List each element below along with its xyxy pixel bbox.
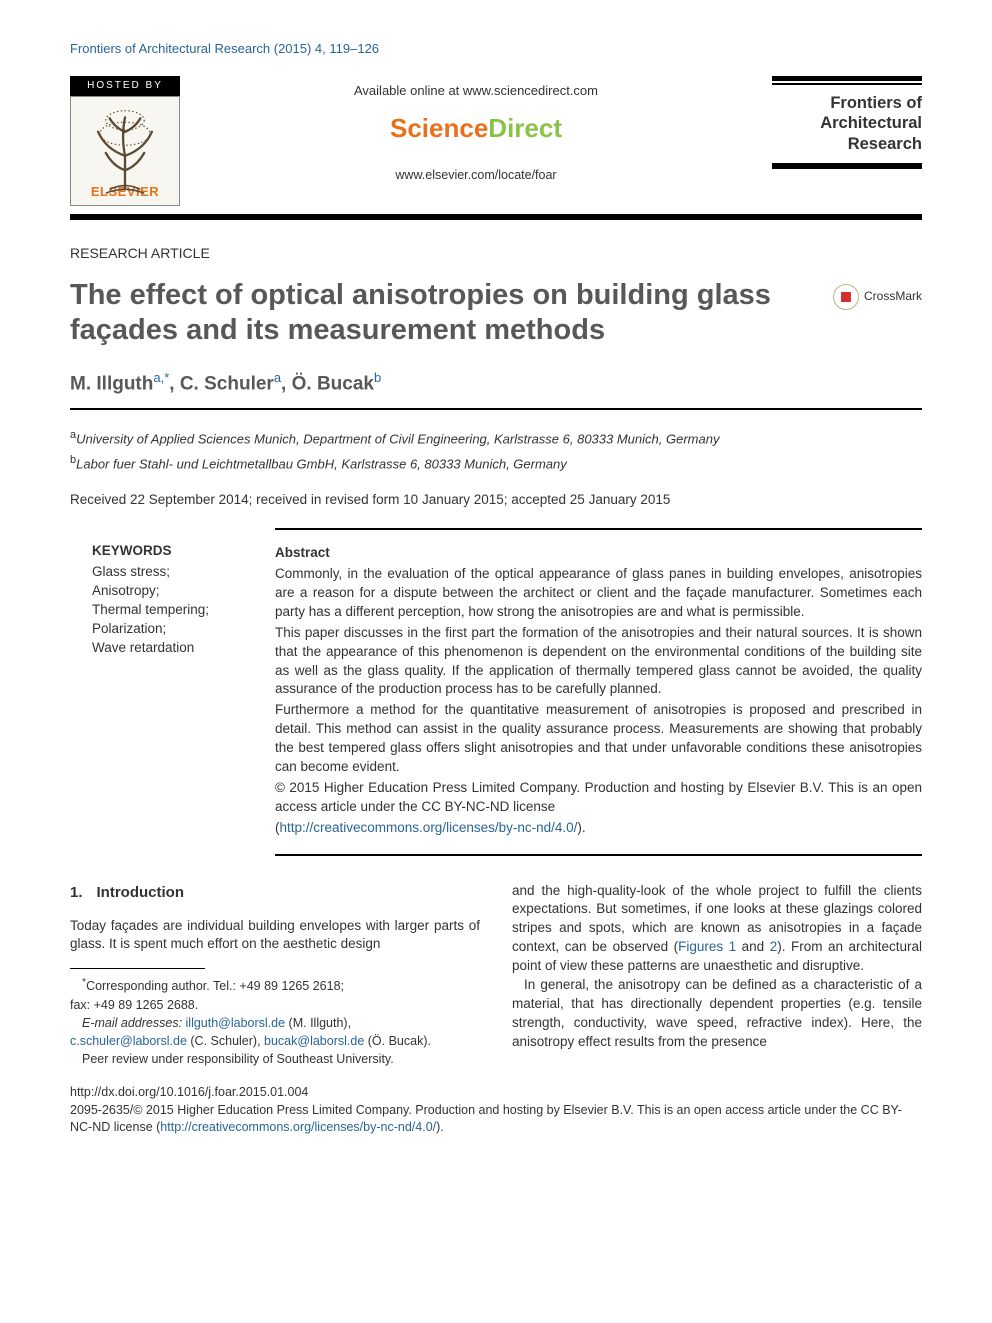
- keyword: Thermal tempering;: [92, 601, 261, 620]
- journal-title-box: Frontiers of Architectural Research: [772, 76, 922, 171]
- author-2-affil: a: [274, 370, 281, 385]
- crossmark-badge[interactable]: CrossMark: [833, 284, 922, 310]
- lic-close: ).: [577, 820, 585, 835]
- footnote-rule: [70, 968, 205, 969]
- author-2: , C. Schuler: [169, 374, 274, 395]
- sd-brand-left: Science: [390, 113, 488, 143]
- keyword: Anisotropy;: [92, 582, 261, 601]
- keywords-head: KEYWORDS: [92, 542, 261, 561]
- author-1: M. Illguth: [70, 374, 153, 395]
- keyword: Wave retardation: [92, 639, 261, 658]
- authors: M. Illgutha,*, C. Schulera, Ö. Bucakb: [70, 369, 922, 398]
- sd-brand-right: Direct: [488, 113, 562, 143]
- abstract-license: (http://creativecommons.org/licenses/by-…: [275, 819, 922, 838]
- corr-tel: Corresponding author. Tel.: +49 89 1265 …: [86, 980, 344, 994]
- body-columns: 1. Introduction Today façades are individ…: [70, 882, 922, 1069]
- elsevier-tree-icon: [77, 103, 173, 199]
- intro-left-p: Today façades are individual building en…: [70, 917, 480, 955]
- affil-a-text: University of Applied Sciences Munich, D…: [76, 432, 719, 447]
- journal-locate-url[interactable]: www.elsevier.com/locate/foar: [210, 167, 742, 185]
- peer-review: Peer review under responsibility of Sout…: [70, 1050, 480, 1068]
- affiliation-a: aUniversity of Applied Sciences Munich, …: [70, 428, 922, 449]
- section-1-title: Introduction: [97, 884, 184, 901]
- rule-thin: [772, 83, 922, 85]
- author-rule: [70, 408, 922, 410]
- crossmark-icon: [833, 284, 859, 310]
- abstract-head: Abstract: [275, 544, 922, 563]
- keyword: Polarization;: [92, 620, 261, 639]
- abstract-p3: Furthermore a method for the quantitativ…: [275, 701, 922, 777]
- doi[interactable]: http://dx.doi.org/10.1016/j.foar.2015.01…: [70, 1084, 922, 1102]
- corr-fax: fax: +49 89 1265 2688.: [70, 996, 480, 1014]
- article-title: The effect of optical anisotropies on bu…: [70, 278, 817, 348]
- publisher-header: HOSTED BY ELSEVIER Available online at w…: [70, 76, 922, 206]
- abstract-p2: This paper discusses in the first part t…: [275, 624, 922, 700]
- journal-name: Frontiers of Architectural Research: [772, 93, 922, 155]
- journal-reference: Frontiers of Architectural Research (201…: [70, 40, 922, 58]
- license-link[interactable]: http://creativecommons.org/licenses/by-n…: [280, 820, 578, 835]
- left-column: 1. Introduction Today façades are individ…: [70, 882, 480, 1069]
- abstract-p1: Commonly, in the evaluation of the optic…: [275, 565, 922, 622]
- email-label: E-mail addresses:: [82, 1016, 186, 1030]
- rule-thick: [772, 164, 922, 169]
- affil-b-text: Labor fuer Stahl- und Leichtmetallbau Gm…: [76, 456, 567, 471]
- email-3[interactable]: bucak@laborsl.de: [264, 1034, 364, 1048]
- abstract-copyright: © 2015 Higher Education Press Limited Co…: [275, 779, 922, 817]
- right-column: and the high-quality-look of the whole p…: [512, 882, 922, 1069]
- hosted-by-box: HOSTED BY ELSEVIER: [70, 76, 180, 206]
- article-dates: Received 22 September 2014; received in …: [70, 491, 922, 510]
- email-1-who: (M. Illguth),: [285, 1016, 351, 1030]
- crossmark-label: CrossMark: [864, 288, 922, 305]
- author-3-affil: b: [374, 370, 381, 385]
- corresponding-footnote: *Corresponding author. Tel.: +49 89 1265…: [70, 975, 480, 1068]
- article-type: RESEARCH ARTICLE: [70, 244, 922, 264]
- elsevier-logo: ELSEVIER: [70, 96, 180, 206]
- intro-right-p1: and the high-quality-look of the whole p…: [512, 882, 922, 976]
- header-center: Available online at www.sciencedirect.co…: [210, 76, 742, 184]
- section-1-head: 1. Introduction: [70, 882, 480, 903]
- author-3: , Ö. Bucak: [281, 374, 374, 395]
- rule-thick: [772, 76, 922, 81]
- email-1[interactable]: illguth@laborsl.de: [186, 1016, 286, 1030]
- keyword: Glass stress;: [92, 563, 261, 582]
- email-3-who: (Ö. Bucak).: [364, 1034, 431, 1048]
- abstract-column: Abstract Commonly, in the evaluation of …: [275, 528, 922, 855]
- keywords-column: KEYWORDS Glass stress; Anisotropy; Therm…: [70, 528, 275, 855]
- header-bottom-bar: [70, 214, 922, 220]
- sciencedirect-logo[interactable]: ScienceDirect: [210, 110, 742, 146]
- author-1-affil: a,: [153, 370, 164, 385]
- affiliation-b: bLabor fuer Stahl- und Leichtmetallbau G…: [70, 453, 922, 474]
- p1-and: and: [736, 939, 770, 954]
- figure-1-link[interactable]: Figures 1: [678, 939, 736, 954]
- bottom-copyright: 2095-2635/© 2015 Higher Education Press …: [70, 1102, 922, 1137]
- bottom-license-link[interactable]: http://creativecommons.org/licenses/by-n…: [160, 1120, 436, 1134]
- intro-right-p2: In general, the anisotropy can be define…: [512, 976, 922, 1052]
- available-online: Available online at www.sciencedirect.co…: [210, 82, 742, 100]
- abstract-block: KEYWORDS Glass stress; Anisotropy; Therm…: [70, 528, 922, 855]
- copy-b: ).: [436, 1120, 444, 1134]
- hosted-by-label: HOSTED BY: [70, 76, 180, 96]
- section-1-num: 1.: [70, 884, 83, 901]
- email-2-who: (C. Schuler),: [187, 1034, 264, 1048]
- email-2[interactable]: c.schuler@laborsl.de: [70, 1034, 187, 1048]
